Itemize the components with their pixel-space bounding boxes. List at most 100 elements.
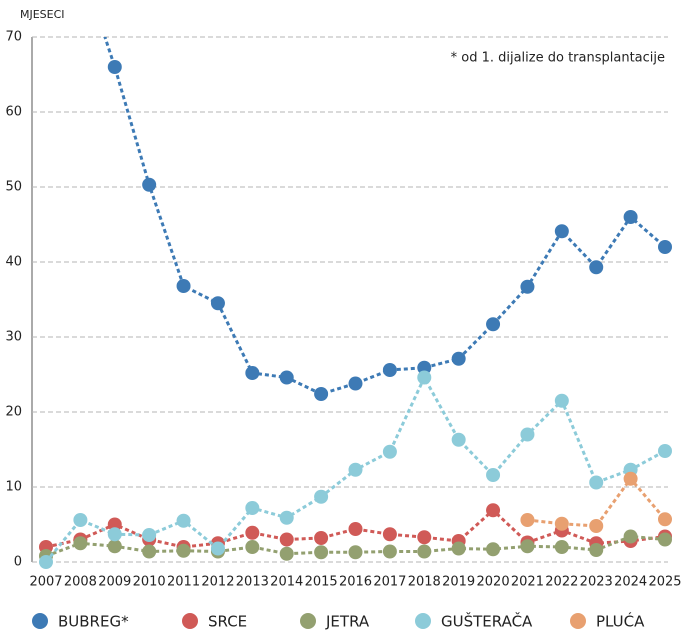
y-tick-label: 0 [14,555,22,570]
point [554,516,569,531]
x-tick-label: 2016 [339,575,372,590]
point [314,489,329,504]
y-tick-label: 10 [5,480,22,495]
point [245,540,260,554]
x-tick-label: 2024 [614,575,647,590]
point [623,210,638,224]
point [314,531,329,545]
point [623,471,638,486]
point [73,513,88,527]
point [142,177,157,192]
x-tick-label: 2025 [648,575,681,590]
point [589,475,604,490]
point [279,510,294,525]
point [417,544,432,559]
x-tick-label: 2012 [201,575,234,590]
point [279,546,294,561]
y-tick-label: 50 [5,180,22,195]
point [210,296,225,311]
point [520,279,535,294]
point [210,541,225,556]
point [486,542,501,557]
y-tick-label: 40 [5,255,22,270]
point [314,387,329,401]
point [348,545,363,560]
point [554,540,569,554]
point [107,527,122,542]
legend-swatch [570,613,586,629]
point [73,536,88,551]
point [554,393,569,408]
legend-label: PLUĆA [596,612,645,631]
point [245,525,260,540]
x-tick-label: 2010 [133,575,166,590]
x-tick-label: 2008 [64,575,97,590]
legend-swatch [415,613,431,629]
point [176,543,191,558]
point [486,317,501,332]
x-tick-label: 2014 [270,575,303,590]
point [382,544,397,559]
point [348,522,363,536]
legend-swatch [300,613,316,629]
point [245,501,260,515]
annotation: * od 1. dijalize do transplantacije [451,51,665,66]
x-tick-label: 2015 [305,575,338,590]
point [520,539,535,554]
legend-swatch [32,613,48,629]
point [417,370,432,385]
point [589,519,604,533]
y-tick-label: 20 [5,405,22,420]
series-line [103,37,666,396]
point [142,528,157,542]
x-tick-label: 2011 [167,575,200,590]
point [417,530,432,545]
x-tick-label: 2023 [580,575,613,590]
point [142,544,157,559]
point [520,427,535,442]
x-tick-label: 2017 [373,575,406,590]
y-tick-label: 30 [5,330,22,345]
x-tick-label: 2022 [545,575,578,590]
point [176,513,191,528]
point [658,512,672,527]
point [279,370,294,385]
point [107,60,122,74]
y-axis-label: MJESECI [20,8,65,21]
point [486,468,501,482]
x-tick-label: 2013 [236,575,269,590]
y-tick-label: 70 [5,30,22,45]
x-tick-label: 2009 [98,575,131,590]
point [520,513,535,527]
x-tick-label: 2020 [477,575,510,590]
point [314,545,329,560]
x-tick-label: 2007 [29,575,62,590]
legend-label: SRCE [208,613,247,631]
point [658,532,672,547]
x-tick-label: 2018 [408,575,441,590]
x-tick-label: 2021 [511,575,544,590]
plot-area [39,37,672,569]
legend-label: GUŠTERAČA [441,612,533,631]
point [589,543,604,557]
x-tick-label: 2019 [442,575,475,590]
legend-label: JETRA [325,613,370,631]
point [417,360,432,375]
point [451,432,466,447]
point [623,529,638,544]
legend-label: BUBREG* [58,613,129,631]
point [107,539,122,554]
point [107,517,122,532]
point [382,363,397,377]
point [382,444,397,459]
y-tick-label: 60 [5,105,22,120]
point [245,366,260,380]
point [451,351,466,366]
point [348,376,363,391]
point [176,279,191,293]
point [348,462,363,477]
point [39,555,53,569]
point [658,240,672,254]
point [279,532,294,547]
